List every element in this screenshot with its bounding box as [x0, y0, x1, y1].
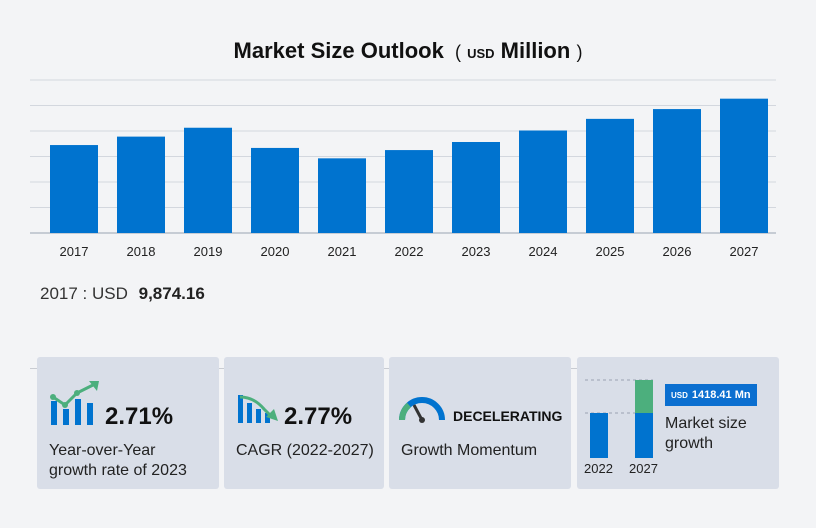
bar-2021 — [318, 158, 366, 233]
x-tick-label: 2019 — [194, 244, 223, 259]
title-text: Market Size Outlook — [233, 38, 444, 63]
bar-2027 — [720, 98, 768, 233]
card-market-size — [577, 357, 779, 489]
cagr-value: 2.77% — [284, 403, 353, 430]
size-badge: USD 1418.41 Mn — [665, 384, 757, 406]
growth-chart-icon — [50, 381, 99, 425]
mini-year-start: 2022 — [584, 461, 613, 476]
size-description: Market size growth — [665, 414, 747, 454]
bar-chart: 2017 2018 2019 2020 2021 2022 2023 2024 2025 2026… — [30, 79, 776, 259]
bar-2023 — [452, 141, 500, 233]
mini-year-end: 2027 — [629, 461, 658, 476]
x-tick-label: 2020 — [261, 244, 290, 259]
yoy-value: 2.71% — [105, 403, 174, 430]
bar-2022 — [385, 150, 433, 233]
x-tick-label: 2022 — [395, 244, 424, 259]
unit-prefix: USD — [467, 46, 495, 61]
x-tick-label: 2025 — [596, 244, 625, 259]
x-tick-label: 2027 — [730, 244, 759, 259]
cagr-label: CAGR (2022-2027) — [236, 442, 374, 459]
size-line1: Market size — [665, 415, 747, 432]
bar-2017 — [50, 145, 98, 233]
yoy-line1: Year-over-Year — [49, 442, 156, 459]
badge-value: 1418.41 Mn — [691, 389, 751, 401]
size-line2: growth — [665, 435, 714, 452]
bar-2019 — [184, 127, 232, 233]
card-momentum: DECELERATING Growth Momentum — [389, 357, 571, 489]
x-tick-label: 2018 — [127, 244, 156, 259]
bar-2026 — [653, 109, 701, 233]
mini-bar-2022 — [590, 413, 608, 458]
bar-2024 — [519, 130, 567, 233]
yoy-line2: growth rate of 2023 — [49, 462, 187, 479]
x-tick-label: 2023 — [462, 244, 491, 259]
unit-label: Million — [500, 38, 571, 63]
base-year-value: 2017 : USD 9,874.16 — [40, 284, 205, 304]
cagr-chart-icon — [238, 395, 278, 423]
bar-2025 — [586, 118, 634, 233]
gauge-icon — [399, 397, 445, 423]
base-year-label: 2017 : USD — [40, 284, 128, 303]
yoy-description: Year-over-Year growth rate of 2023 — [49, 441, 187, 481]
unit-paren-open: ( — [449, 42, 461, 62]
bar-2020 — [251, 147, 299, 233]
x-tick-label: 2026 — [663, 244, 692, 259]
base-year-number: 9,874.16 — [138, 284, 205, 303]
mini-bar-2027 — [635, 413, 653, 458]
x-tick-label: 2017 — [60, 244, 89, 259]
chart-title: Market Size Outlook ( USD Million ) — [0, 38, 816, 64]
x-tick-label: 2024 — [529, 244, 558, 259]
momentum-value: DECELERATING — [453, 408, 563, 424]
card-cagr: 2.77% CAGR (2022-2027) — [224, 357, 384, 489]
bar-2018 — [117, 136, 165, 233]
unit-paren-close: ) — [576, 42, 583, 62]
card-yoy: 2.71% Year-over-Year growth rate of 2023 — [37, 357, 219, 489]
badge-unit: USD — [671, 391, 688, 400]
size-growth-mini-chart — [585, 379, 653, 458]
mini-bar-increment — [635, 380, 653, 413]
momentum-label: Growth Momentum — [401, 442, 538, 459]
x-tick-label: 2021 — [328, 244, 357, 259]
